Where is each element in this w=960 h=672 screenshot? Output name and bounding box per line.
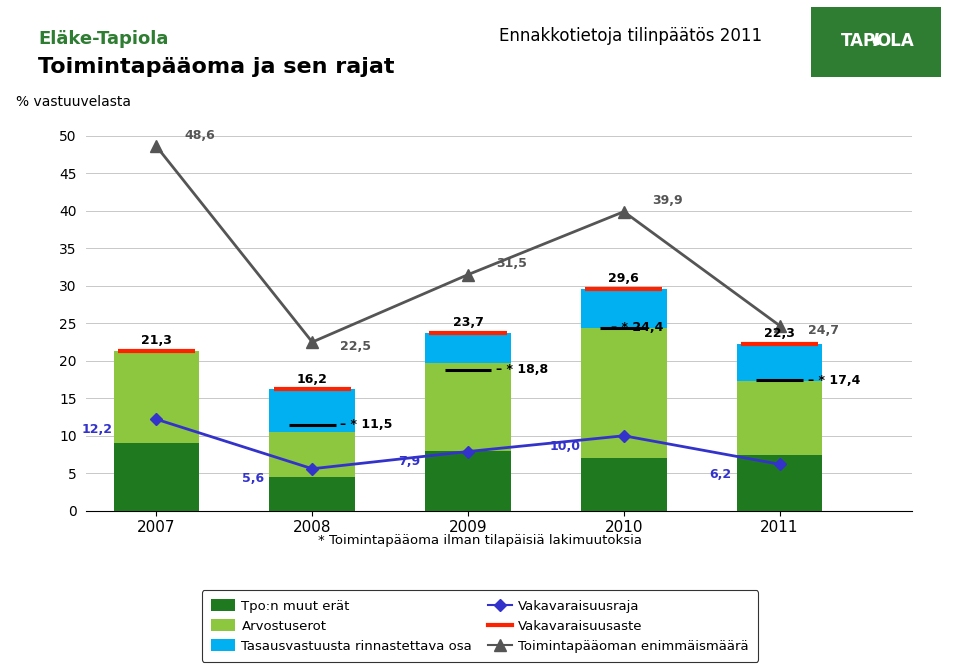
- Text: * Toimintapääoma ilman tilapäisiä lakimuutoksia: * Toimintapääoma ilman tilapäisiä lakimu…: [318, 534, 642, 547]
- Text: 7,9: 7,9: [397, 455, 420, 468]
- Toimintapääoman enimmäismäärä: [774, 322, 785, 330]
- Text: OLA: OLA: [876, 32, 914, 50]
- Text: 5,6: 5,6: [242, 472, 264, 485]
- Legend: Tpo:n muut erät, Arvostuserot, Tasausvastuusta rinnastettava osa, Vakavaraisuusr: Tpo:n muut erät, Arvostuserot, Tasausvas…: [202, 590, 758, 662]
- Text: 39,9: 39,9: [652, 194, 683, 207]
- Bar: [581, 458, 666, 511]
- Text: 24,7: 24,7: [807, 324, 839, 337]
- Toimintapääoman enimmäismäärä: [306, 338, 318, 346]
- Toimintapääoman enimmäismäärä: [618, 208, 630, 216]
- Text: Toimintapääoma ja sen rajat: Toimintapääoma ja sen rajat: [38, 57, 395, 77]
- Toimintapääoman enimmäismäärä: [463, 271, 474, 279]
- Line: Vakavaraisuusraja: Vakavaraisuusraja: [153, 415, 783, 473]
- Text: 21,3: 21,3: [141, 335, 172, 347]
- Bar: [736, 343, 823, 381]
- Bar: [736, 454, 823, 511]
- Text: 31,5: 31,5: [496, 257, 527, 270]
- Vakavaraisuusraja: [774, 460, 785, 468]
- Toimintapääoman enimmäismäärä: [151, 142, 162, 151]
- Text: Ennakkotietoja tilinpäätös 2011: Ennakkotietoja tilinpäätös 2011: [499, 27, 762, 45]
- Vakavaraisuusraja: [151, 415, 162, 423]
- Bar: [113, 351, 200, 443]
- Line: Toimintapääoman enimmäismäärä: Toimintapääoman enimmäismäärä: [151, 140, 786, 348]
- Text: Eläke-Tapiola: Eläke-Tapiola: [38, 30, 169, 48]
- Vakavaraisuusraja: [618, 431, 630, 439]
- Bar: [270, 389, 355, 432]
- Bar: [270, 432, 355, 477]
- Text: 10,0: 10,0: [549, 439, 580, 452]
- Bar: [425, 451, 511, 511]
- Text: 23,7: 23,7: [452, 317, 484, 329]
- Text: 48,6: 48,6: [184, 129, 215, 142]
- Vakavaraisuusraja: [306, 465, 318, 473]
- Bar: [113, 443, 200, 511]
- Bar: [581, 289, 666, 328]
- Bar: [736, 381, 823, 454]
- Bar: [425, 363, 511, 451]
- Bar: [270, 477, 355, 511]
- Bar: [425, 333, 511, 363]
- Text: 29,6: 29,6: [609, 272, 639, 285]
- Text: – * 17,4: – * 17,4: [807, 374, 860, 387]
- Bar: [581, 328, 666, 458]
- Text: % vastuuvelasta: % vastuuvelasta: [16, 95, 132, 110]
- Text: 16,2: 16,2: [297, 372, 327, 386]
- Text: – * 24,4: – * 24,4: [612, 321, 663, 335]
- Vakavaraisuusraja: [463, 448, 474, 456]
- Text: – * 11,5: – * 11,5: [340, 418, 393, 431]
- Text: 22,5: 22,5: [340, 340, 372, 353]
- Text: 12,2: 12,2: [82, 423, 113, 436]
- Text: I: I: [873, 32, 879, 50]
- Text: – * 18,8: – * 18,8: [496, 364, 548, 376]
- Text: ●: ●: [871, 36, 881, 46]
- Text: TAP: TAP: [841, 32, 876, 50]
- Text: 22,3: 22,3: [764, 327, 795, 340]
- Text: 6,2: 6,2: [709, 468, 732, 481]
